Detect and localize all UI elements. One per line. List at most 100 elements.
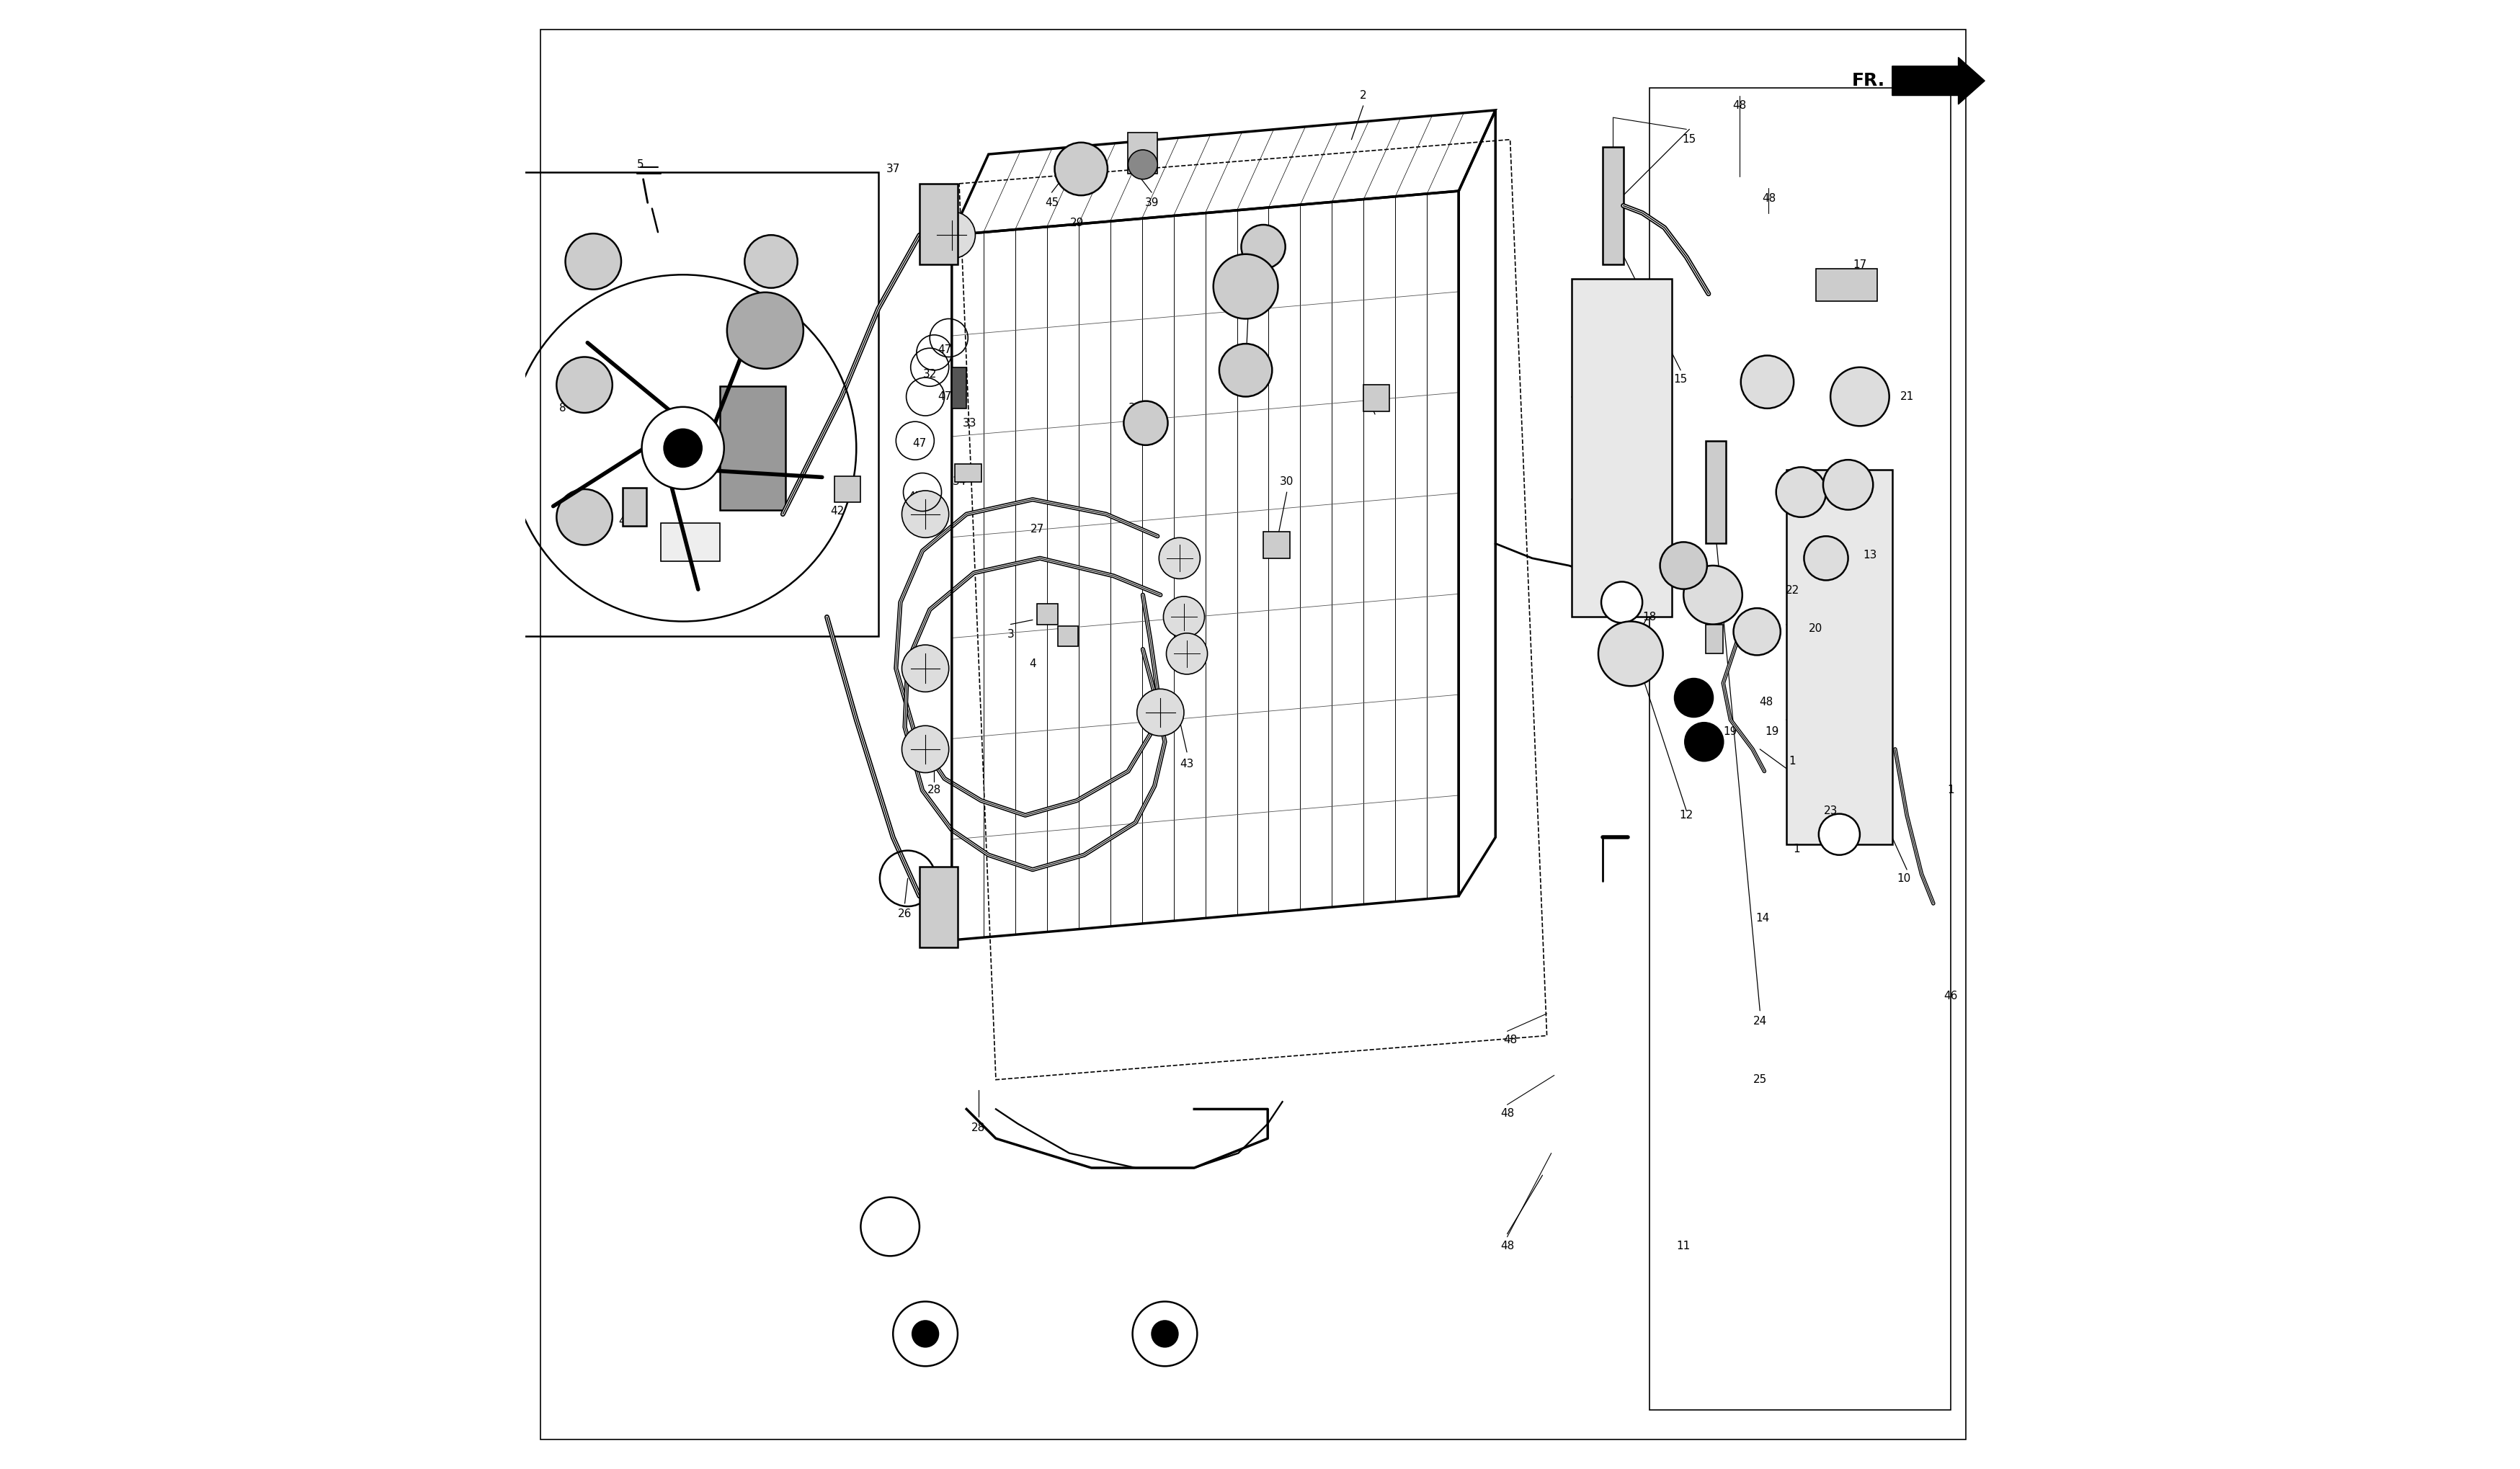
Text: 47: 47 bbox=[907, 491, 922, 502]
Circle shape bbox=[1741, 355, 1794, 408]
Bar bbox=[955, 464, 980, 482]
Text: 6: 6 bbox=[680, 545, 688, 557]
Circle shape bbox=[557, 489, 612, 545]
Text: 15: 15 bbox=[1681, 134, 1696, 145]
Text: 46: 46 bbox=[1696, 589, 1711, 601]
Circle shape bbox=[1819, 814, 1860, 855]
Text: 33: 33 bbox=[963, 417, 975, 429]
Text: 21: 21 bbox=[1764, 373, 1779, 385]
Text: 16: 16 bbox=[1784, 494, 1799, 505]
Text: 10: 10 bbox=[1898, 873, 1910, 884]
Text: 26: 26 bbox=[897, 908, 912, 920]
Text: 47: 47 bbox=[912, 438, 927, 450]
Circle shape bbox=[1124, 401, 1167, 445]
Text: 25: 25 bbox=[1751, 1074, 1767, 1086]
Circle shape bbox=[1661, 542, 1706, 589]
Text: 20: 20 bbox=[1809, 623, 1822, 635]
Circle shape bbox=[743, 235, 796, 288]
Circle shape bbox=[1598, 621, 1663, 686]
Bar bbox=[1648, 88, 1950, 1410]
Circle shape bbox=[1830, 367, 1887, 426]
Circle shape bbox=[902, 491, 948, 538]
Text: 43: 43 bbox=[1182, 623, 1197, 635]
Text: 4: 4 bbox=[1028, 658, 1036, 670]
Text: FR.: FR. bbox=[1852, 72, 1885, 90]
Bar bbox=[1058, 626, 1079, 646]
Text: 7: 7 bbox=[761, 247, 766, 259]
Circle shape bbox=[1131, 1302, 1197, 1366]
Circle shape bbox=[902, 645, 948, 692]
Text: 5: 5 bbox=[638, 159, 643, 170]
Bar bbox=[1263, 532, 1290, 558]
Text: 47: 47 bbox=[937, 391, 950, 403]
Bar bbox=[920, 867, 958, 948]
Text: 36: 36 bbox=[1260, 237, 1275, 248]
Text: 48: 48 bbox=[1499, 1240, 1515, 1252]
FancyArrow shape bbox=[1893, 57, 1983, 104]
Text: 1: 1 bbox=[1792, 843, 1799, 855]
Text: 42: 42 bbox=[829, 505, 844, 517]
Bar bbox=[718, 386, 786, 510]
Text: 17: 17 bbox=[1852, 259, 1867, 270]
Text: 23: 23 bbox=[1822, 805, 1837, 817]
Bar bbox=[1814, 269, 1877, 301]
Text: 31: 31 bbox=[1129, 403, 1142, 414]
Text: 48: 48 bbox=[1761, 192, 1774, 204]
Circle shape bbox=[1734, 608, 1779, 655]
Text: 28: 28 bbox=[927, 670, 940, 682]
Circle shape bbox=[1167, 633, 1207, 674]
Circle shape bbox=[892, 1302, 958, 1366]
Circle shape bbox=[1683, 566, 1741, 624]
Text: 21: 21 bbox=[1900, 391, 1913, 403]
Circle shape bbox=[1240, 225, 1285, 269]
Text: 34: 34 bbox=[953, 476, 965, 488]
Text: 27: 27 bbox=[1031, 523, 1043, 535]
Circle shape bbox=[1777, 467, 1824, 517]
Text: 48: 48 bbox=[1499, 1108, 1515, 1119]
Circle shape bbox=[1129, 150, 1157, 179]
Bar bbox=[1129, 132, 1157, 173]
Bar bbox=[1706, 624, 1724, 654]
Text: 12: 12 bbox=[1678, 809, 1693, 821]
Circle shape bbox=[1164, 596, 1205, 638]
Text: 2: 2 bbox=[1358, 90, 1366, 101]
Circle shape bbox=[1822, 460, 1872, 510]
Text: 48: 48 bbox=[1502, 1034, 1517, 1046]
Text: 39: 39 bbox=[1144, 197, 1159, 209]
Text: 29: 29 bbox=[1068, 217, 1084, 229]
Text: 48: 48 bbox=[1731, 100, 1746, 112]
Text: 13: 13 bbox=[1862, 549, 1877, 561]
Circle shape bbox=[1053, 142, 1106, 195]
Bar bbox=[834, 476, 859, 502]
Circle shape bbox=[564, 234, 620, 289]
Bar bbox=[1036, 604, 1058, 624]
Text: 14: 14 bbox=[1756, 912, 1769, 924]
Circle shape bbox=[927, 212, 975, 259]
Text: 44: 44 bbox=[1242, 288, 1255, 300]
Circle shape bbox=[912, 1321, 937, 1347]
Text: 15: 15 bbox=[1673, 373, 1686, 385]
Text: 28: 28 bbox=[927, 784, 940, 796]
Bar bbox=[953, 367, 965, 408]
Text: 28: 28 bbox=[963, 229, 975, 241]
Text: 38: 38 bbox=[1368, 403, 1381, 414]
Circle shape bbox=[1683, 723, 1724, 761]
Circle shape bbox=[1152, 1321, 1177, 1347]
Circle shape bbox=[1804, 536, 1847, 580]
Text: 45: 45 bbox=[1043, 197, 1058, 209]
Text: 46: 46 bbox=[1943, 990, 1958, 1002]
Circle shape bbox=[1212, 254, 1278, 319]
Circle shape bbox=[1220, 344, 1273, 397]
Text: 47: 47 bbox=[937, 344, 950, 355]
Text: 35: 35 bbox=[567, 256, 582, 267]
Text: 16: 16 bbox=[1845, 479, 1857, 491]
Text: 11: 11 bbox=[1676, 1240, 1691, 1252]
Text: 19: 19 bbox=[1764, 726, 1779, 737]
Text: 30: 30 bbox=[1280, 476, 1293, 488]
Text: 8: 8 bbox=[559, 403, 564, 414]
Circle shape bbox=[1159, 538, 1200, 579]
Circle shape bbox=[726, 292, 804, 369]
Circle shape bbox=[557, 357, 612, 413]
Text: 37: 37 bbox=[887, 163, 900, 175]
Bar bbox=[1706, 441, 1726, 544]
